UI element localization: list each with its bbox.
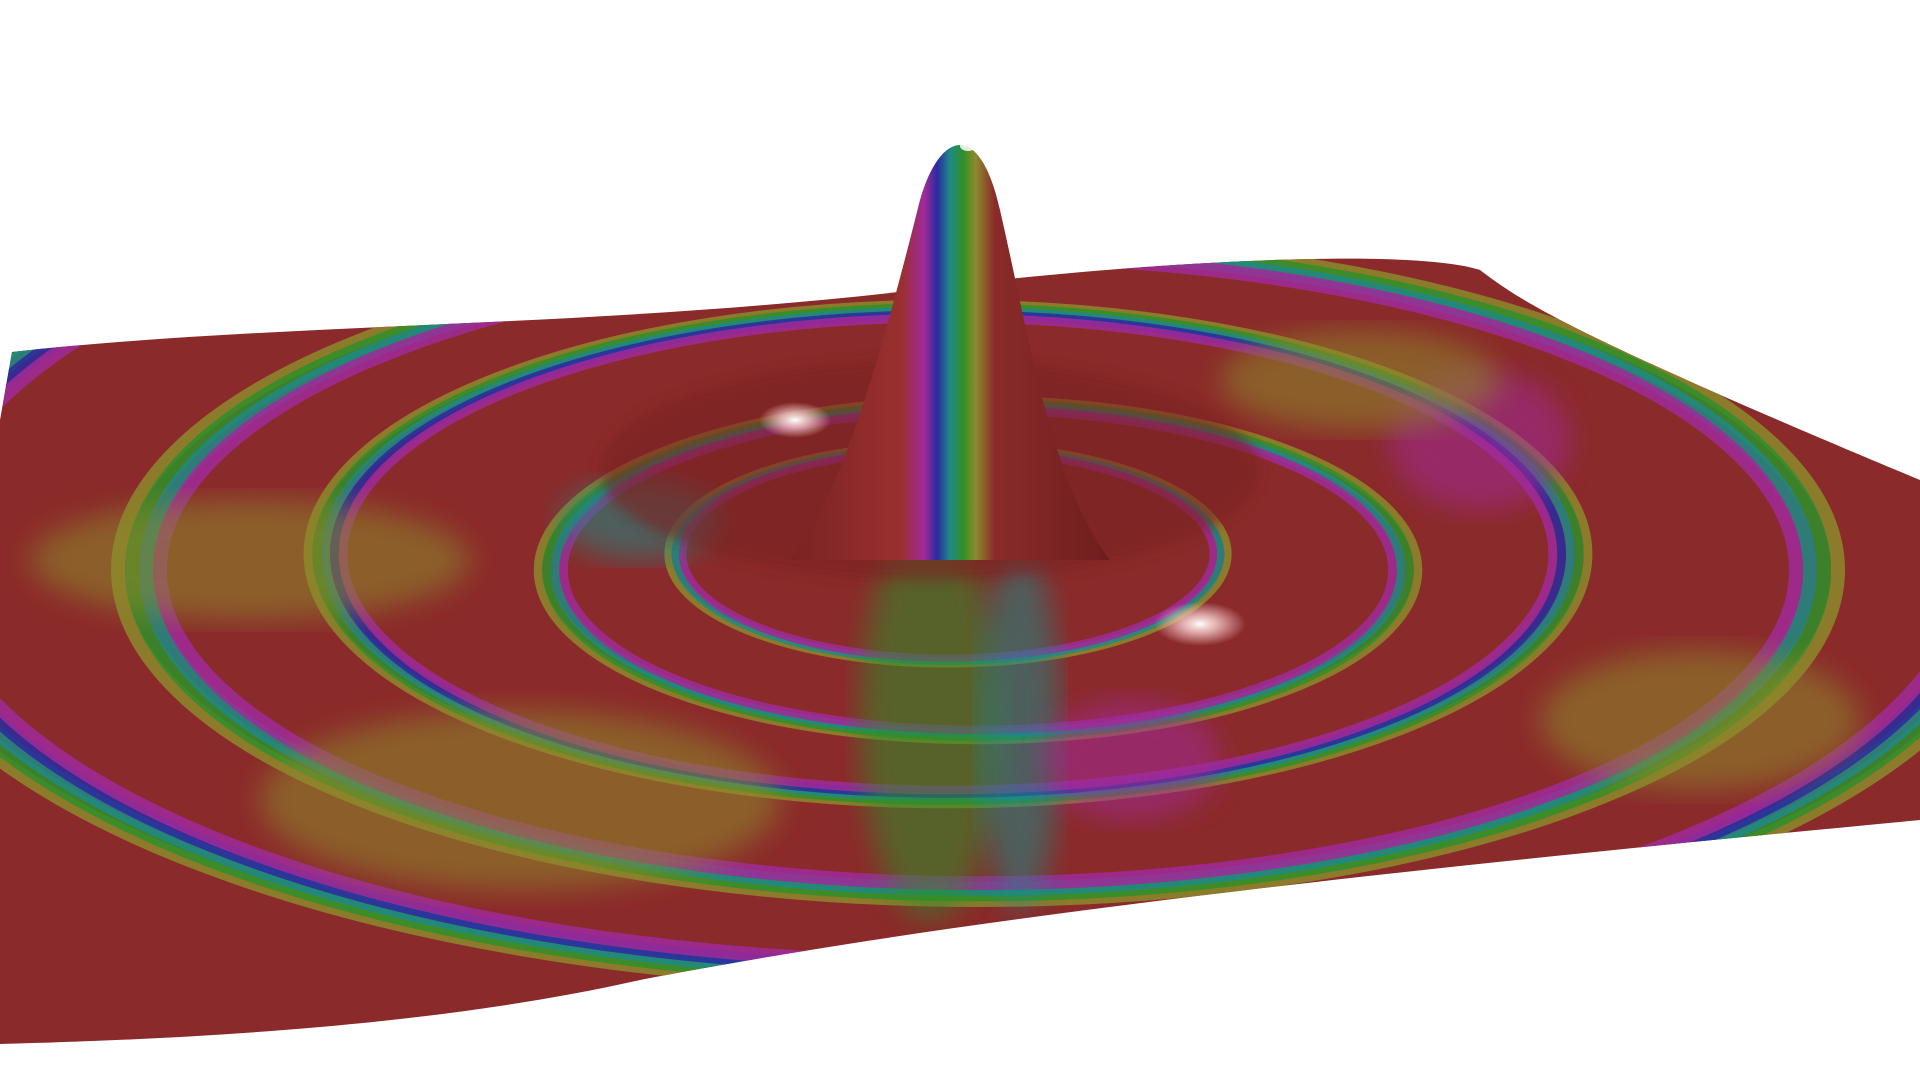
specular-highlight bbox=[759, 402, 831, 438]
phase-region bbox=[30, 500, 470, 620]
phase-region bbox=[260, 710, 780, 890]
specular-highlight bbox=[1154, 602, 1246, 646]
phase-region bbox=[860, 520, 1000, 920]
phase-region bbox=[980, 550, 1060, 910]
phase-region bbox=[1040, 700, 1220, 820]
central-peak bbox=[790, 141, 1110, 560]
peak-body bbox=[790, 145, 1110, 560]
peak-highlight bbox=[960, 141, 976, 151]
phase-region bbox=[1540, 650, 1860, 790]
phase-region bbox=[1220, 330, 1500, 430]
